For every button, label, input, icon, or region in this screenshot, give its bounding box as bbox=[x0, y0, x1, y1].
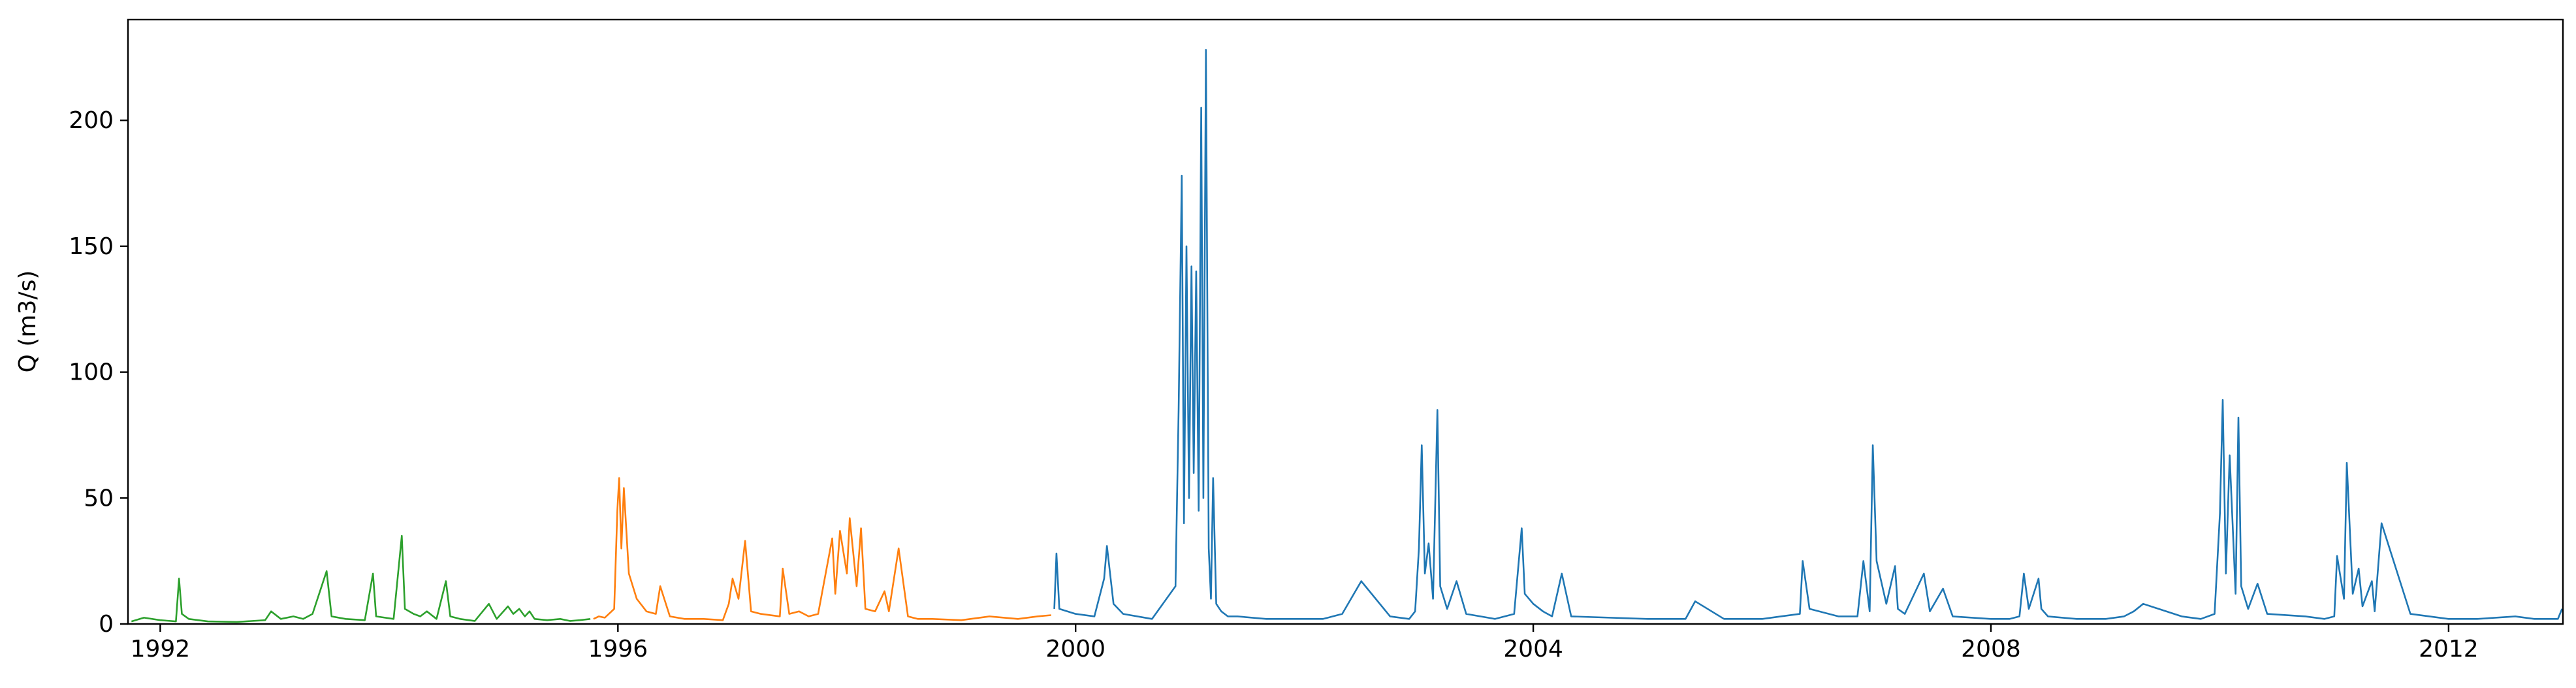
y-tick-label-200: 200 bbox=[69, 107, 114, 134]
y-tick-label-100: 100 bbox=[69, 359, 114, 386]
plot-frame bbox=[127, 18, 2564, 625]
series-layer bbox=[131, 49, 2563, 623]
x-tick-label-1992: 1992 bbox=[131, 636, 191, 663]
x-tick-label-2000: 2000 bbox=[1045, 636, 1105, 663]
series-line-2 bbox=[593, 477, 1051, 621]
x-tick-label-2012: 2012 bbox=[2419, 636, 2479, 663]
series-line-1 bbox=[131, 534, 591, 623]
y-axis: 0 50 100 150 200 bbox=[69, 107, 128, 638]
y-axis-label: Q (m3/s) bbox=[14, 270, 41, 373]
x-axis: 1992 1996 2000 2004 2008 2012 bbox=[131, 624, 2479, 663]
y-tick-label-0: 0 bbox=[99, 611, 114, 638]
x-tick-label-1996: 1996 bbox=[588, 636, 648, 663]
y-tick-label-150: 150 bbox=[69, 233, 114, 260]
x-tick-label-2004: 2004 bbox=[1503, 636, 1563, 663]
series-line-3 bbox=[1053, 49, 2563, 620]
y-tick-label-50: 50 bbox=[84, 485, 114, 512]
x-tick-label-2008: 2008 bbox=[1961, 636, 2021, 663]
